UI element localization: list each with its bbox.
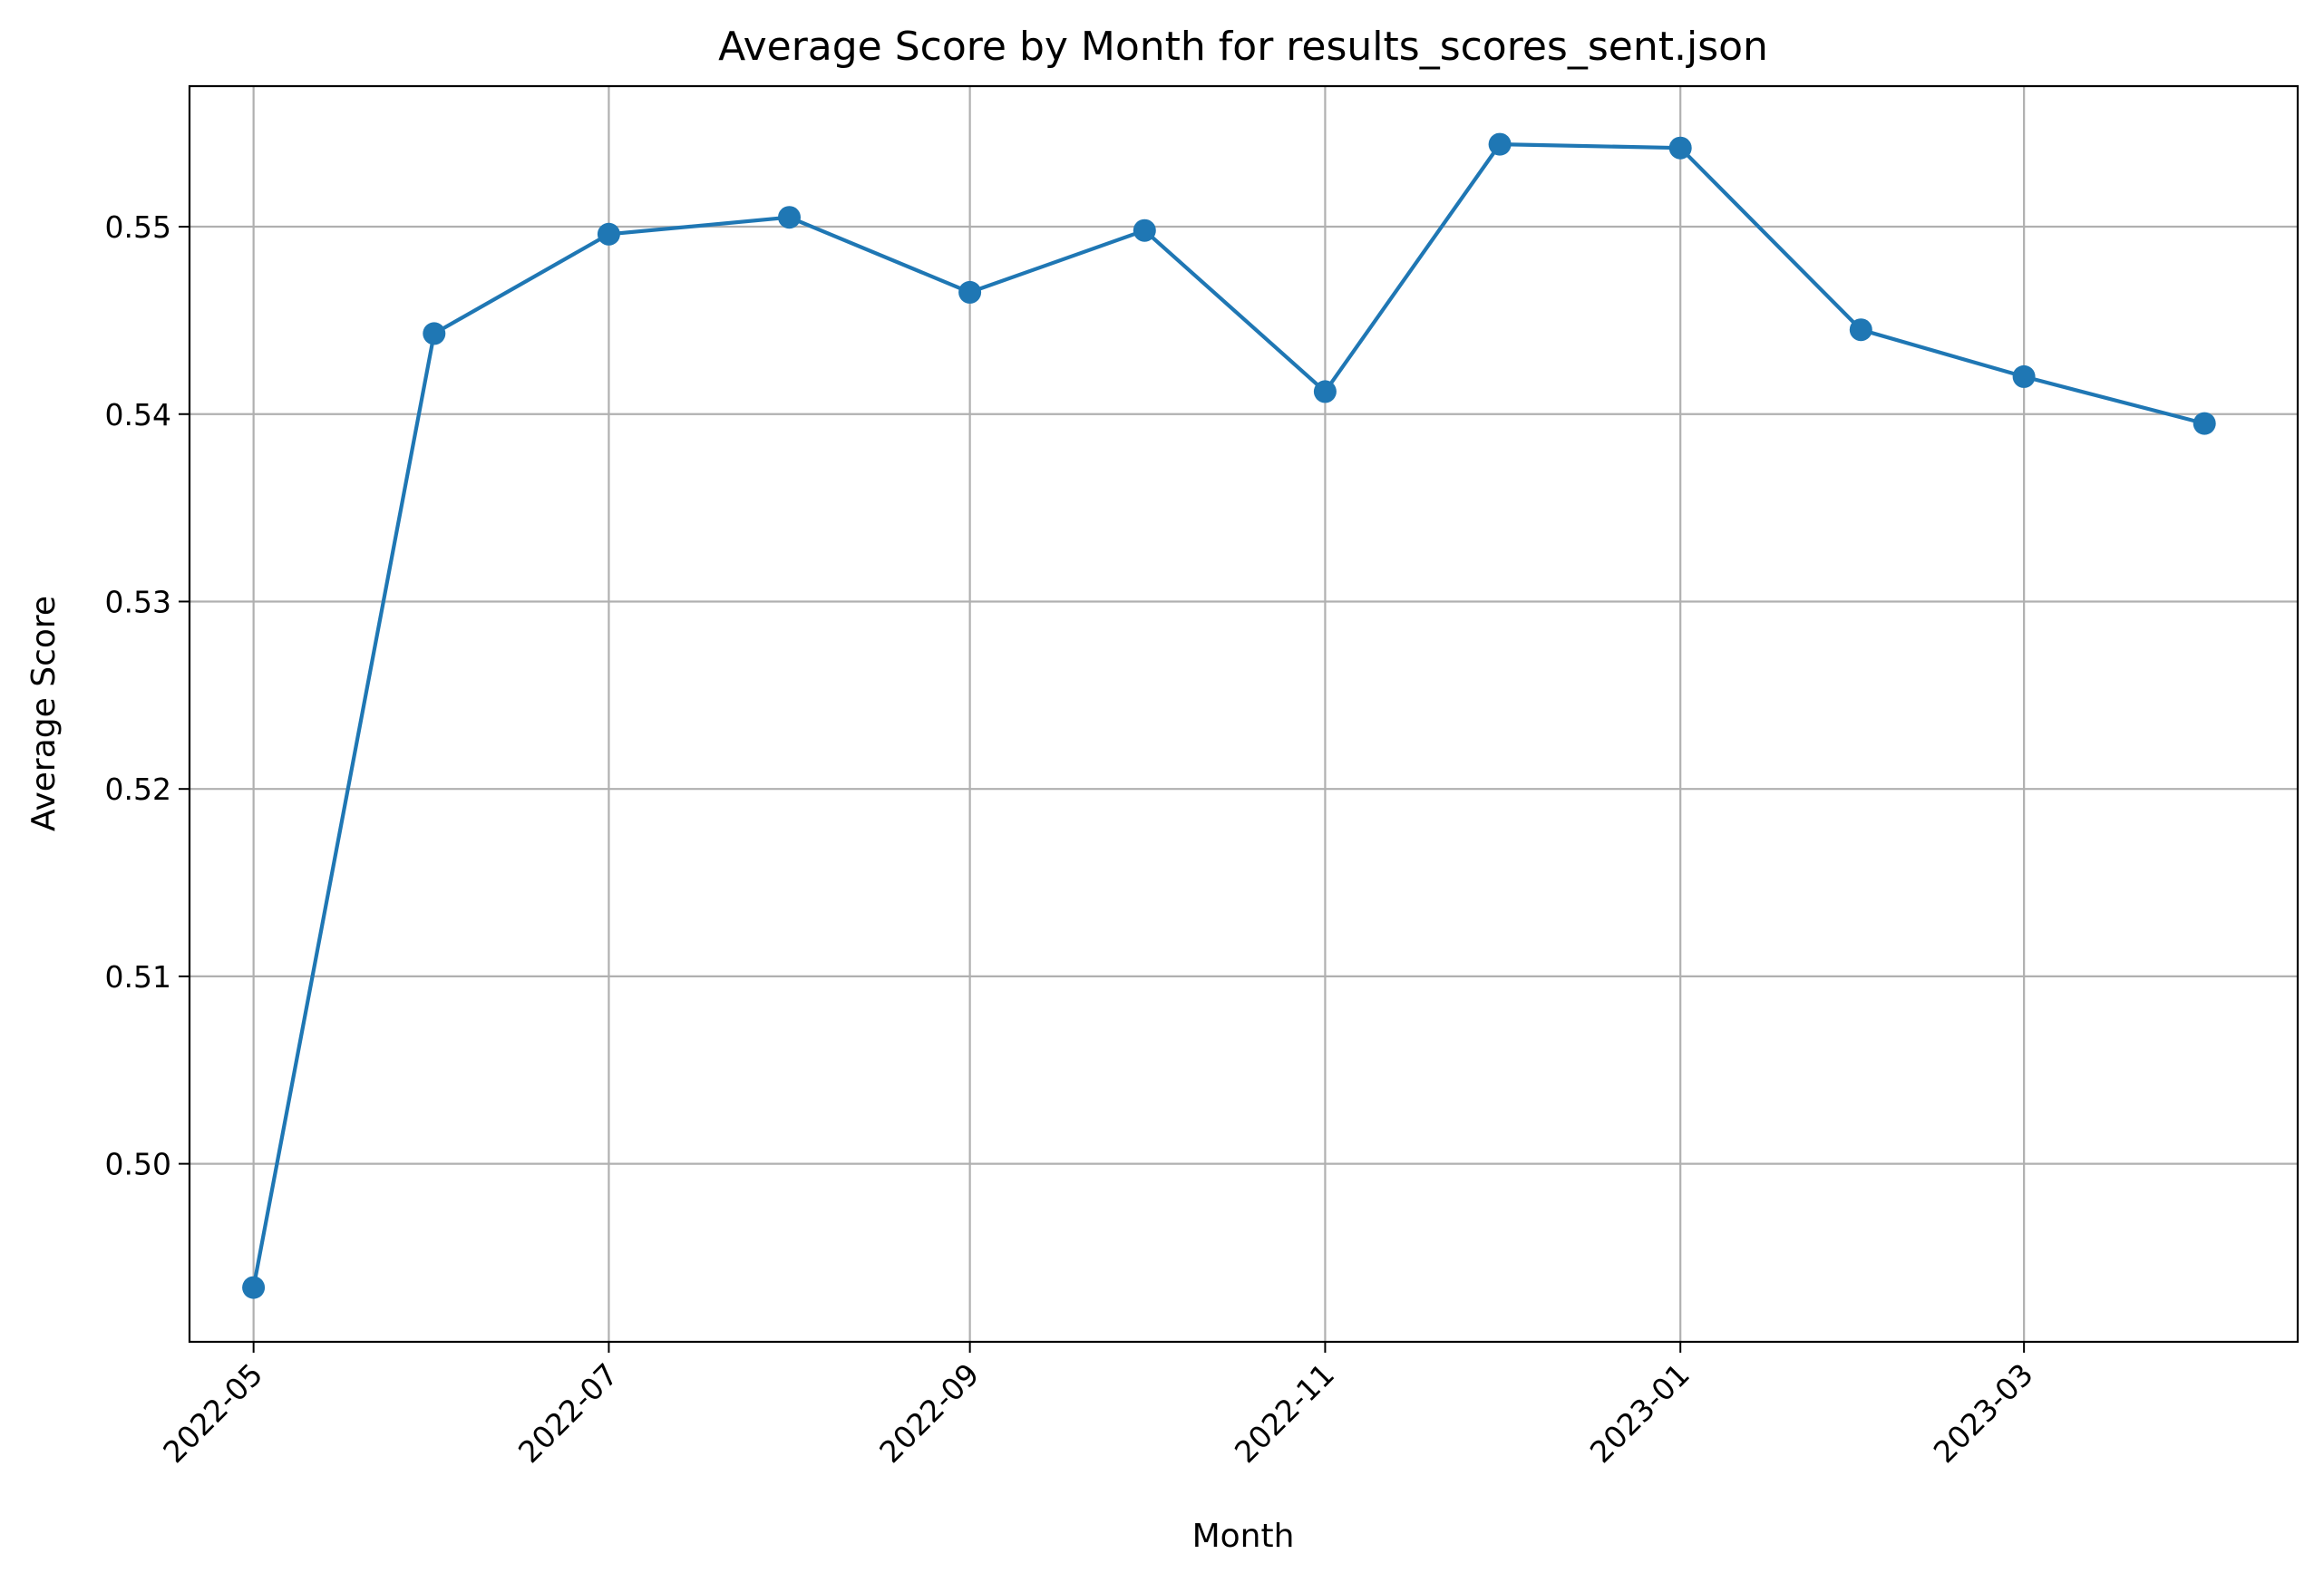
data-point <box>242 1276 266 1299</box>
series-layer <box>242 132 2216 1299</box>
data-point <box>958 280 982 304</box>
data-point <box>2012 364 2036 388</box>
data-point <box>597 222 620 246</box>
y-axis-label: Average Score <box>25 596 63 831</box>
y-tick-label: 0.50 <box>105 1147 171 1182</box>
y-tick-label: 0.55 <box>105 209 171 245</box>
plot-area <box>190 86 2298 1342</box>
data-point <box>2193 412 2216 435</box>
y-gridlines <box>190 225 2298 1165</box>
series-line <box>251 142 2207 1290</box>
data-point <box>1668 136 1692 160</box>
chart-title: Average Score by Month for results_score… <box>718 24 1768 70</box>
data-point <box>1488 132 1512 156</box>
y-axis-ticks: 0.50 0.51 0.52 0.53 0.54 0.55 <box>105 209 190 1182</box>
data-point <box>1133 219 1156 242</box>
data-point <box>423 322 446 345</box>
data-point <box>1849 318 1872 342</box>
y-tick-label: 0.51 <box>105 959 171 995</box>
data-point <box>1313 380 1337 403</box>
y-tick-label: 0.54 <box>105 397 171 432</box>
y-tick-label: 0.53 <box>105 584 171 619</box>
y-tick-label: 0.52 <box>105 772 171 807</box>
data-point <box>778 206 801 229</box>
plot-frame <box>188 84 2300 1344</box>
x-axis-label: Month <box>1192 1518 1295 1555</box>
